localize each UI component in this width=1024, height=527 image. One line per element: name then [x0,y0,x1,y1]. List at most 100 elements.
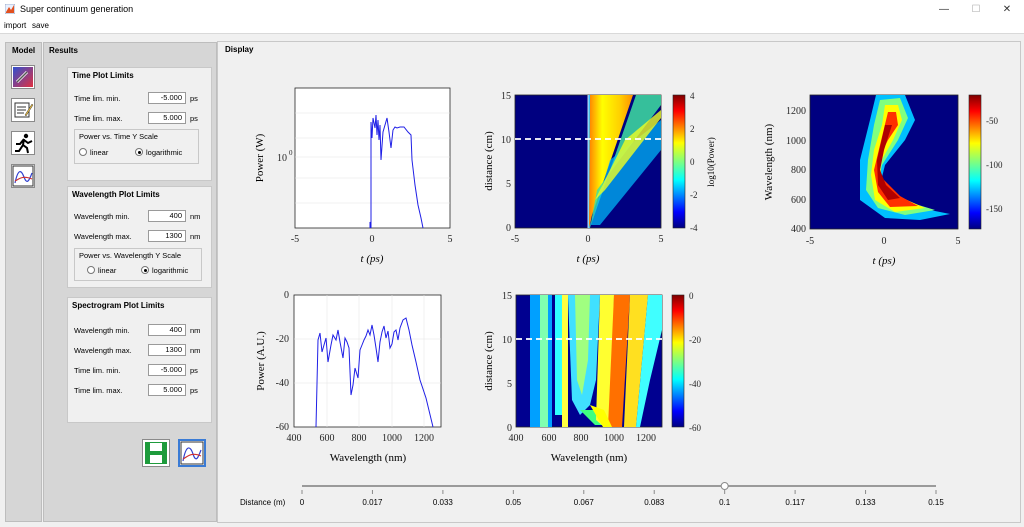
spec-evo-xtick-1: 600 [542,433,557,444]
time-evo-xtick-2: 5 [659,234,664,245]
time-log-radio[interactable] [135,148,143,156]
results-panel-title: Results [49,46,78,55]
time-min-input[interactable]: -5.000 [148,92,186,104]
display-panel-title: Display [225,45,254,54]
menu-import[interactable]: import [4,21,27,30]
time-power-xtick-2: 5 [448,234,453,245]
time-power-xtick-0: -5 [291,234,299,245]
spec-evo-ytick-0: 15 [502,291,512,302]
slider-tick-label: 0.033 [433,498,454,507]
spectral-evolution-plot: 15 10 5 0 400 600 800 1000 1200 0 -20 -4… [483,291,701,464]
wavelength-linear-radio[interactable] [87,266,95,274]
time-linear-radio[interactable] [79,148,87,156]
spec-wavelength-max-input[interactable]: 1300 [148,344,186,356]
wavelength-max-unit: nm [190,232,201,241]
slider-tick-label: 0.05 [506,498,522,507]
time-max-label: Time lim. max. [74,114,123,123]
spectrogram-ytick-3: 600 [791,195,806,206]
time-evo-ytick-0: 15 [501,91,511,102]
spectrum-xlabel: Wavelength (nm) [330,452,407,464]
close-button[interactable]: ✕ [1002,4,1012,15]
spec-evo-xtick-2: 800 [574,433,589,444]
title-bar: Super continuum generation — ☐ ✕ [0,0,1024,19]
time-evo-ytick-2: 5 [506,179,511,190]
export-plots-button[interactable] [178,439,206,467]
model-panel: Model [5,42,42,522]
time-evo-ylabel: distance (cm) [483,131,495,191]
distance-slider[interactable]: Distance (m) 0 0.017 0.033 0.05 0.067 0.083 0.… [240,482,944,508]
spectrogram-cbar-tick-0: -50 [986,116,998,126]
spectral-evolution-colorbar [671,294,685,428]
minimize-button[interactable]: — [939,4,949,15]
time-power-xlabel: t (ps) [361,253,384,265]
distance-slider-thumb[interactable] [720,482,729,490]
wavelength-plot-limits-title: Wavelength Plot Limits [72,190,160,199]
spectrum-plot: 0 -20 -40 -60 400 600 800 1000 1200 Wave… [255,290,442,464]
wavelength-plot-limits-group: Wavelength Plot Limits Wavelength min. 4… [67,186,212,288]
plot-export-icon [180,441,204,465]
slider-tick-label: 0.15 [928,498,944,507]
time-evo-xlabel: t (ps) [577,253,600,265]
spec-time-min-unit: ps [190,366,198,375]
spectrum-ytick-2: -40 [276,378,289,389]
run-simulation-button[interactable] [11,131,35,155]
wavelength-max-input[interactable]: 1300 [148,230,186,242]
time-plot-limits-title: Time Plot Limits [72,71,134,80]
time-power-ytick: 10 [277,153,287,164]
time-max-input[interactable]: 5.000 [148,112,186,124]
spectrum-xtick-4: 1200 [414,433,434,444]
distance-slider-label: Distance (m) [240,498,286,507]
maximize-button[interactable]: ☐ [971,4,981,15]
spectrogram-plot-limits-group: Spectrogram Plot Limits Wavelength min. … [67,297,212,423]
wavelength-min-label: Wavelength min. [74,212,130,221]
spectrogram-cbar-tick-2: -150 [986,204,1003,214]
runner-icon [15,133,33,154]
spectrogram-ytick-4: 400 [791,224,806,235]
wavelength-min-input[interactable]: 400 [148,210,186,222]
spec-time-max-input[interactable]: 5.000 [148,384,186,396]
time-y-scale-group: Power vs. Time Y Scale linear logarithmi… [74,129,199,164]
spec-evo-cbar-tick-0: 0 [689,291,694,301]
time-evo-cbar-tick-0: 4 [690,91,695,101]
spec-wavelength-max-label: Wavelength max. [74,346,132,355]
spec-wavelength-max-unit: nm [190,346,201,355]
plot-results-button[interactable] [11,164,35,188]
spec-evo-cbar-tick-2: -40 [689,379,701,389]
spectrogram-ytick-0: 1200 [786,106,806,117]
time-log-label: logarithmic [146,148,183,157]
time-evo-ytick-3: 0 [506,223,511,234]
spec-evo-ytick-1: 10 [502,335,512,346]
spec-evo-xtick-3: 1000 [604,433,624,444]
time-linear-label: linear [90,148,109,157]
slider-tick-label: 0.017 [362,498,383,507]
time-evolution-colorbar [672,94,686,229]
time-evo-cbar-tick-4: -4 [690,223,698,233]
time-evo-cbar-label: log10(Power) [706,137,716,187]
spec-wavelength-min-label: Wavelength min. [74,326,130,335]
menu-save[interactable]: save [32,21,49,30]
spectrogram-ylabel: Wavelength (nm) [763,123,775,200]
spectrum-xtick-0: 400 [287,433,302,444]
spec-evo-cbar-tick-3: -60 [689,423,701,433]
spec-evo-xlabel: Wavelength (nm) [551,452,628,464]
distance-slider-ticks: 0 0.017 0.033 0.05 0.067 0.083 0.1 0.117 0.133 0.… [300,490,944,507]
spectrogram-xtick-1: 0 [882,236,887,247]
spectrum-xtick-1: 600 [320,433,335,444]
spec-wavelength-min-input[interactable]: 400 [148,324,186,336]
window-title: Super continuum generation [20,4,134,14]
spectrogram-plot: 1200 1000 800 600 400 -5 0 5 -50 -100 -1… [763,94,1003,267]
plot-icon [12,165,34,187]
spectrum-xtick-3: 1000 [382,433,402,444]
wavelength-log-radio[interactable] [141,266,149,274]
fiber-model-button[interactable] [11,65,35,89]
spec-evo-xtick-0: 400 [509,433,524,444]
spec-time-min-input[interactable]: -5.000 [148,364,186,376]
spectrum-ylabel: Power (A.U.) [255,331,267,391]
parameters-button[interactable] [11,98,35,122]
spec-evo-xtick-4: 1200 [636,433,656,444]
spec-evo-cbar-tick-1: -20 [689,335,701,345]
spectrum-curve [315,317,434,428]
save-figure-button[interactable] [142,439,170,467]
wavelength-max-label: Wavelength max. [74,232,132,241]
